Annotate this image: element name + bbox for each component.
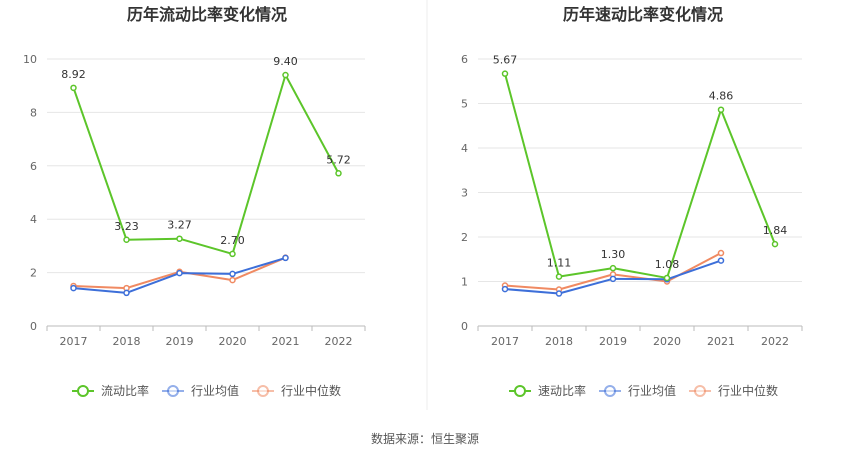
y-tick-label: 6: [30, 160, 37, 173]
y-tick-label: 0: [461, 320, 468, 333]
x-tick-label: 2017: [491, 335, 519, 348]
y-tick-label: 2: [30, 267, 37, 280]
series-line-1: [72, 74, 340, 255]
legend-label: 行业中位数: [718, 383, 778, 398]
legend-marker: [167, 385, 179, 397]
legend-item-2[interactable]: 行业均值: [162, 383, 239, 398]
x-tick-label: 2022: [325, 335, 353, 348]
data-label: 8.92: [61, 68, 86, 81]
y-tick-label: 3: [461, 187, 468, 200]
data-label: 2.70: [220, 234, 245, 247]
legend-label: 流动比率: [101, 383, 149, 398]
x-tick-label: 2017: [60, 335, 88, 348]
data-point: [501, 70, 509, 77]
x-tick-label: 2021: [707, 335, 735, 348]
y-tick-label: 4: [461, 142, 468, 155]
chart-title: 历年流动比率变化情况: [127, 5, 287, 24]
y-tick-label: 6: [461, 53, 468, 66]
data-point: [663, 274, 671, 282]
data-label: 4.86: [709, 90, 734, 103]
data-point: [555, 273, 563, 280]
data-point: [555, 290, 563, 297]
data-point: [70, 284, 77, 292]
data-point: [717, 249, 725, 257]
x-tick-label: 2021: [272, 335, 300, 348]
chart-1: 历年流动比率变化情况 0 2 4 6 8 10 2017 2018 2019 2020 2021 202…: [23, 5, 366, 398]
x-tick-label: 2020: [219, 335, 247, 348]
data-point: [123, 236, 130, 244]
x-tick-label: 2022: [761, 335, 789, 348]
data-point: [176, 269, 183, 277]
data-label: 5.67: [493, 54, 518, 67]
chart-title: 历年速动比率变化情况: [563, 5, 723, 24]
x-tick-label: 2019: [166, 335, 194, 348]
x-tick-label: 2018: [545, 335, 573, 348]
data-point: [282, 254, 289, 262]
source-text: 数据来源：恒生聚源: [371, 431, 479, 446]
data-label: 1.11: [547, 257, 572, 270]
data-point: [501, 285, 509, 293]
legend-label: 行业均值: [191, 383, 239, 398]
legend-label: 速动比率: [538, 383, 586, 398]
data-point: [229, 250, 236, 258]
legend-marker: [514, 385, 526, 397]
data-label: 9.40: [273, 55, 298, 68]
y-tick-label: 0: [30, 320, 37, 333]
y-tick-label: 2: [461, 231, 468, 244]
data-label: 3.27: [167, 219, 192, 232]
series-line-1: [504, 73, 776, 279]
data-label: 5.72: [326, 153, 351, 166]
y-tick-label: 8: [30, 106, 37, 119]
data-point: [70, 84, 77, 92]
data-point: [282, 71, 289, 79]
data-label: 1.08: [655, 258, 680, 271]
legend-item-1[interactable]: 速动比率: [509, 383, 586, 398]
data-point: [176, 235, 183, 242]
data-label: 1.30: [601, 248, 626, 261]
data-point: [717, 106, 725, 113]
legend-marker: [257, 385, 269, 397]
y-tick-label: 5: [461, 98, 468, 111]
data-label: 3.23: [114, 220, 139, 233]
legend-item-1[interactable]: 流动比率: [72, 383, 149, 398]
y-tick-label: 1: [461, 276, 468, 289]
data-point: [609, 264, 617, 272]
data-label: 1.84: [763, 224, 788, 237]
legend-item-3[interactable]: 行业中位数: [689, 383, 778, 398]
legend-item-2[interactable]: 行业均值: [599, 383, 676, 398]
x-tick-label: 2018: [113, 335, 141, 348]
legend-marker: [694, 385, 706, 397]
data-point: [123, 289, 130, 297]
y-tick-label: 10: [23, 53, 37, 66]
data-point: [771, 240, 779, 248]
legend-marker: [604, 385, 616, 397]
y-tick-label: 4: [30, 213, 37, 226]
legend-item-3[interactable]: 行业中位数: [252, 383, 341, 398]
data-point: [229, 276, 236, 284]
chart-2: 历年速动比率变化情况 0 1 2 3 4 5 6 2017 2018 2019 2020 2021 202…: [461, 5, 803, 398]
legend-marker: [77, 385, 89, 397]
legend-label: 行业中位数: [281, 383, 341, 398]
x-tick-label: 2020: [653, 335, 681, 348]
x-tick-label: 2019: [599, 335, 627, 348]
data-point: [229, 270, 236, 278]
data-point: [717, 257, 725, 264]
legend-label: 行业均值: [628, 383, 676, 398]
data-point: [609, 275, 617, 283]
data-point: [335, 170, 342, 177]
